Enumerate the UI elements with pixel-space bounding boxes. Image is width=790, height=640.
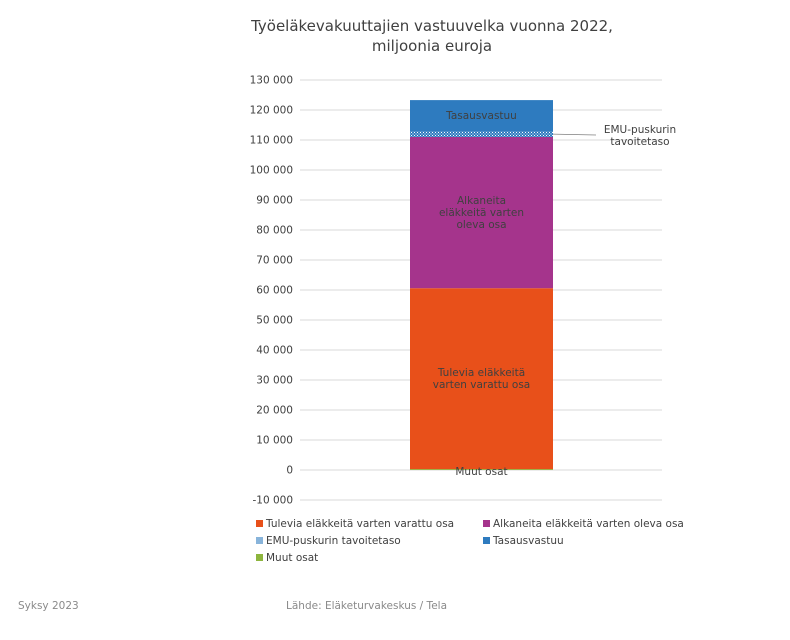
legend-item: EMU-puskurin tavoitetaso (256, 535, 401, 547)
y-tick-label: -10 000 (252, 495, 293, 507)
y-tick-label: 40 000 (256, 345, 293, 357)
y-tick-label: 30 000 (256, 375, 293, 387)
data-label-0: Muut osat (455, 466, 507, 478)
bar-segment-0 (410, 469, 553, 470)
y-tick-label: 120 000 (250, 105, 293, 117)
y-tick-label: 110 000 (250, 135, 293, 147)
data-label-1: Tulevia eläkkeitä varten varattu osa (433, 367, 531, 391)
footer-source: Lähde: Eläketurvakeskus / Tela (286, 600, 448, 612)
y-tick-label: 50 000 (256, 315, 293, 327)
chart-title-line-1: Työeläkevakuuttajien vastuuvelka vuonna … (251, 17, 613, 35)
y-tick-label: 130 000 (250, 75, 293, 87)
legend-item: Muut osat (256, 552, 318, 564)
legend-item: Tasausvastuu (483, 535, 564, 547)
legend-label: Tasausvastuu (493, 535, 564, 547)
footer-season: Syksy 2023 (18, 600, 79, 612)
y-tick-label: 100 000 (250, 165, 293, 177)
y-tick-label: 0 (286, 465, 293, 477)
legend-swatch (483, 519, 490, 527)
legend-swatch (256, 519, 263, 527)
y-tick-label: 60 000 (256, 285, 293, 297)
chart-plot: 130 000 120 000 110 000 100 000 90 000 80 000… (250, 75, 677, 507)
legend-label: Tulevia eläkkeitä varten varattu osa (266, 518, 455, 530)
y-tick-label: 90 000 (256, 195, 293, 207)
chart-title: Työeläkevakuuttajien vastuuvelka vuonna … (0, 16, 790, 56)
data-label-leader (552, 133, 597, 136)
legend-swatch (256, 553, 263, 561)
legend-label: EMU-puskurin tavoitetaso (266, 535, 401, 547)
chart-title-line-2: miljoonia euroja (371, 37, 493, 55)
data-label-2: Alkaneita eläkkeitä varten oleva osa (439, 195, 524, 231)
legend-item: Tulevia eläkkeitä varten varattu osa (256, 518, 454, 530)
bar-segment-3 (410, 131, 553, 137)
y-tick-label: 10 000 (256, 435, 293, 447)
legend-item: Alkaneita eläkkeitä varten oleva osa (483, 518, 684, 530)
legend-label: Muut osat (266, 552, 319, 564)
legend-label: Alkaneita eläkkeitä varten oleva osa (493, 518, 684, 530)
y-tick-label: 70 000 (256, 255, 293, 267)
bar-segment-2 (410, 137, 553, 289)
data-label-4: Tasausvastuu (445, 110, 517, 122)
y-tick-label: 80 000 (256, 225, 293, 237)
legend-swatch (256, 536, 263, 544)
data-label-3: EMU-puskurin tavoitetaso (604, 124, 676, 148)
bar-segment-4 (410, 100, 553, 132)
y-tick-label: 20 000 (256, 405, 293, 417)
legend-swatch (483, 536, 490, 544)
bar-segment-1 (410, 288, 553, 470)
